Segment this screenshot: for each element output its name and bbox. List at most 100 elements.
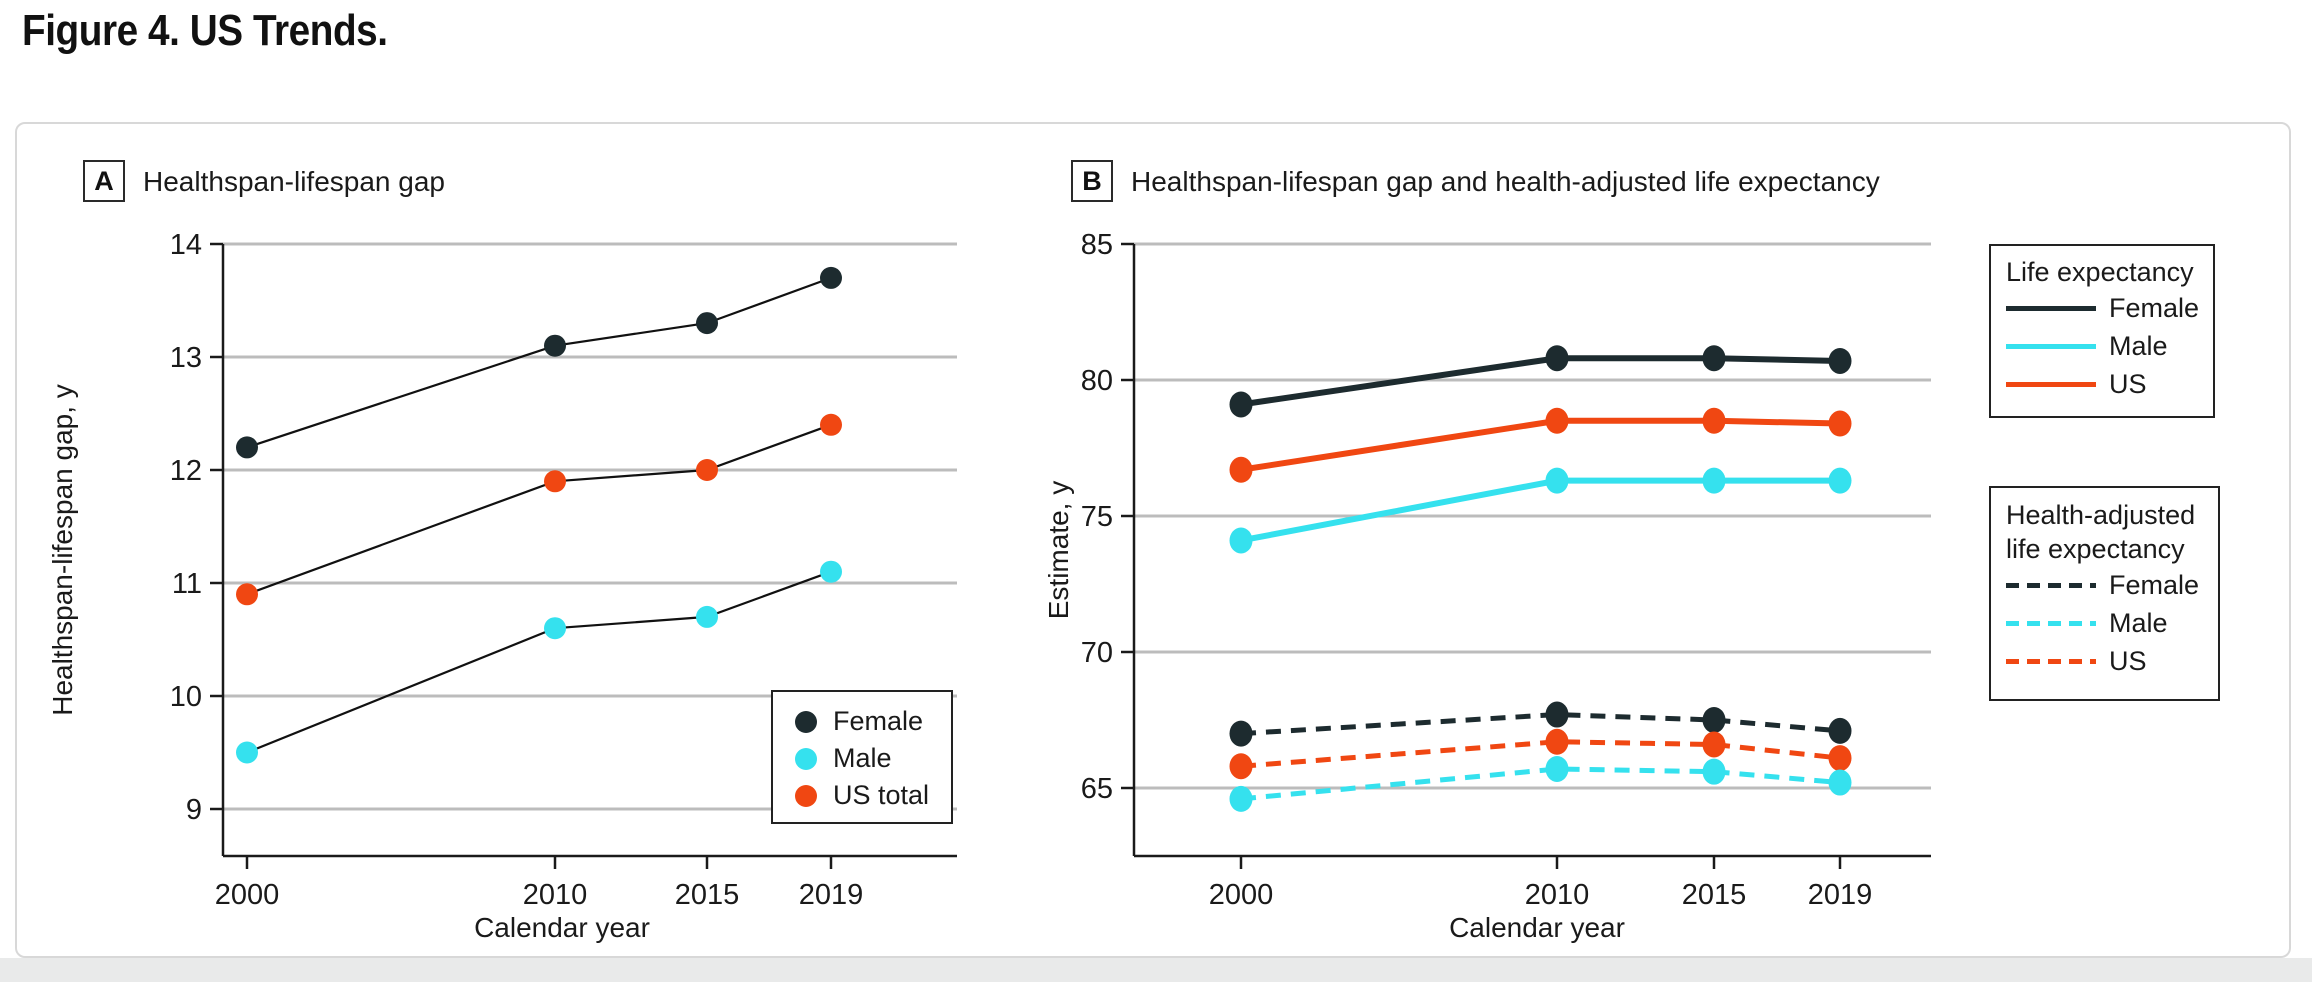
data-point-US total-2015 [696, 459, 718, 481]
legend-dashed-line-icon [2006, 620, 2096, 626]
legend-label: Female [833, 706, 924, 736]
data-point-US-2015 [1702, 407, 1726, 434]
y-tick-label: 80 [1081, 365, 1113, 397]
panel-a-label: A [83, 160, 125, 202]
legend-dot-icon [795, 710, 817, 733]
data-point-Female-2015 [1702, 707, 1726, 733]
y-tick-label: 11 [172, 568, 202, 600]
legend-dot-icon [795, 784, 817, 807]
data-point-Female-2010 [544, 334, 566, 357]
panel-a-y-axis-title: Healthspan-lifespan gap, y [47, 384, 78, 716]
data-point-US total-2000 [236, 583, 258, 606]
legend-title: Life expectancy [2006, 257, 2194, 287]
data-point-US-2010 [1545, 728, 1569, 755]
legend-entry: Male [795, 740, 951, 777]
data-point-Male-2000 [1229, 785, 1253, 812]
data-point-Male-2019 [1828, 467, 1852, 494]
legend-label: Male [833, 743, 892, 773]
legend-dashed-line-icon [2006, 582, 2096, 588]
data-point-US-2019 [1828, 745, 1852, 772]
figure-panel: 9 10 11 12 13 14 2000 2010 2015 2019 65 70 75 80 85 200… [15, 122, 2291, 958]
legend-entry: Female [2006, 289, 2213, 327]
data-point-US total-2010 [544, 470, 566, 493]
series-line-Life expectancy-Female [1240, 355, 1841, 408]
data-point-Male-2010 [1545, 467, 1569, 494]
y-tick-label: 85 [1081, 229, 1113, 261]
y-tick-label: 75 [1081, 501, 1113, 533]
y-tick-label: 14 [170, 229, 202, 261]
data-point-US-2015 [1702, 731, 1726, 758]
panel-b-title: Healthspan-lifespan gap and health-adjus… [1131, 166, 1880, 197]
data-point-Male-2015 [1702, 467, 1726, 494]
data-point-Female-2019 [1828, 347, 1852, 374]
panel-a-legend: Female Male US total [771, 690, 953, 824]
data-point-Female-2000 [1229, 391, 1253, 418]
data-point-Female-2010 [1545, 345, 1569, 372]
data-point-Male-2000 [236, 741, 258, 764]
legend-entry: Female [2006, 566, 2218, 604]
x-tick-label: 2000 [215, 879, 280, 911]
legend-label: Female [2109, 292, 2200, 323]
page-bottom-strip [0, 958, 2312, 982]
series-line-Health-adjusted life expectancy-US [1240, 739, 1841, 769]
x-tick-label: 2019 [799, 879, 864, 911]
data-point-Male-2015 [1702, 758, 1726, 785]
x-tick-label: 2015 [675, 879, 740, 911]
data-point-Male-2000 [1229, 527, 1253, 554]
data-point-Male-2010 [544, 617, 566, 640]
data-point-US-2000 [1229, 753, 1253, 780]
legend-entry: Female [795, 703, 951, 740]
series-line-Female [246, 276, 832, 449]
legend-entry: Male [2006, 327, 2213, 365]
data-point-Female-2019 [820, 266, 842, 289]
legend-solid-line-icon [2006, 381, 2096, 387]
data-point-Male-2015 [696, 605, 718, 628]
data-point-Female-2015 [696, 312, 718, 335]
x-tick-label: 2015 [1682, 879, 1747, 911]
series-line-Male [246, 570, 832, 754]
data-point-Female-2019 [1828, 717, 1852, 744]
legend-solid-line-icon [2006, 343, 2096, 349]
y-tick-label: 13 [170, 342, 202, 374]
panel-b-x-axis-title: Calendar year [1449, 912, 1625, 943]
data-point-Female-2010 [1545, 701, 1569, 728]
data-point-US total-2019 [820, 413, 842, 436]
panel-b-y-axis-title: Estimate, y [1043, 480, 1074, 620]
data-point-Female-2000 [1229, 720, 1253, 747]
legend-title: Health-adjusted life expectancy [2006, 500, 2196, 564]
legend-label: Female [2109, 569, 2200, 600]
legend-label: US [2109, 368, 2147, 399]
data-point-US-2019 [1828, 410, 1852, 437]
series-line-Health-adjusted life expectancy-Female [1240, 712, 1841, 737]
y-tick-label: 70 [1081, 637, 1113, 669]
series-line-US total [246, 423, 832, 596]
legend-solid-line-icon [2006, 305, 2096, 311]
y-tick-label: 10 [170, 681, 202, 713]
y-tick-label: 65 [1081, 773, 1113, 805]
data-point-Male-2010 [1545, 755, 1569, 782]
series-line-Life expectancy-US [1240, 417, 1841, 473]
legend-entry: US total [795, 777, 951, 814]
x-tick-label: 2019 [1808, 879, 1873, 911]
legend-dot-icon [795, 747, 817, 770]
data-point-Male-2019 [820, 560, 842, 583]
x-tick-label: 2010 [1525, 879, 1590, 911]
data-point-Female-2015 [1702, 345, 1726, 372]
data-point-US-2010 [1545, 407, 1569, 434]
panel-b-legend-life-expectancy: Life expectancy Female Male US [1989, 244, 2215, 418]
legend-entry: US [2006, 642, 2218, 680]
y-tick-label: 12 [170, 455, 202, 487]
legend-dashed-line-icon [2006, 658, 2096, 664]
figure-title: Figure 4. US Trends. [22, 6, 388, 55]
panel-a-x-axis-title: Calendar year [474, 912, 650, 943]
series-line-Health-adjusted life expectancy-Male [1240, 766, 1841, 802]
data-point-US-2000 [1229, 456, 1253, 483]
data-point-Female-2000 [236, 436, 258, 459]
legend-label: Male [2109, 607, 2168, 638]
legend-label: US total [833, 780, 930, 810]
legend-entry: US [2006, 365, 2213, 403]
legend-label: US [2109, 645, 2147, 676]
y-tick-label: 9 [186, 794, 202, 826]
panel-a-title: Healthspan-lifespan gap [143, 166, 445, 197]
panel-b-legend-health-adjusted: Health-adjusted life expectancy Female Mal… [1989, 486, 2220, 701]
